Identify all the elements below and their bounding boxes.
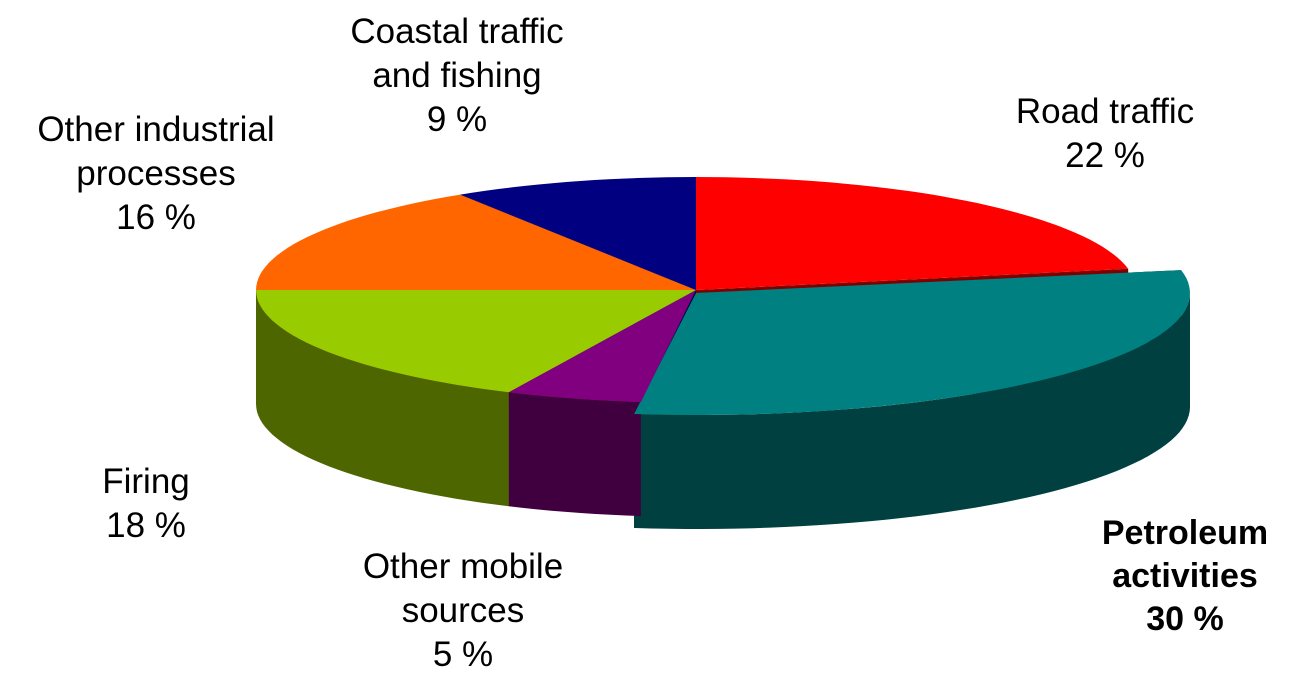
slice-road [696,177,1129,290]
label-line: processes [76,154,236,193]
value-label: 30 % [1146,600,1224,638]
slice-mobile [508,290,696,403]
slice-label-industrial: Other industrial processes 16 % [37,108,274,240]
slice-label-road: Road traffic 22 % [1016,90,1194,178]
slice-side-mobile [508,392,641,517]
label-line: Coastal traffic [350,12,564,51]
value-label: 22 % [1065,136,1145,175]
value-label: 9 % [426,100,488,139]
slice-industrial [256,194,696,290]
slice-label-coastal: Coastal traffic and fishing 9 % [350,10,563,142]
value-label: 5 % [432,635,494,674]
slice-side-petroleum [634,293,1190,529]
slice-tops [256,177,1190,415]
label-line: Other industrial [37,110,275,149]
slice-coastal [460,177,696,290]
slice-label-firing: Firing 18 % [102,460,190,548]
slice-firing [256,290,696,393]
slice-side-firing [256,290,509,507]
label-line: Firing [102,462,190,501]
label-line: Other mobile [362,547,564,586]
label-line: sources [401,591,525,630]
label-line: and fishing [372,56,542,95]
slice-label-mobile: Other mobile sources 5 % [363,545,563,677]
label-line: Petroleum [1101,514,1269,552]
value-label: 18 % [106,506,186,545]
label-line: activities [1112,557,1258,595]
slice-petroleum [634,270,1190,415]
value-label: 16 % [116,198,196,237]
slice-label-petroleum: Petroleum activities 30 % [1102,512,1268,641]
label-line: Road traffic [1015,92,1195,131]
